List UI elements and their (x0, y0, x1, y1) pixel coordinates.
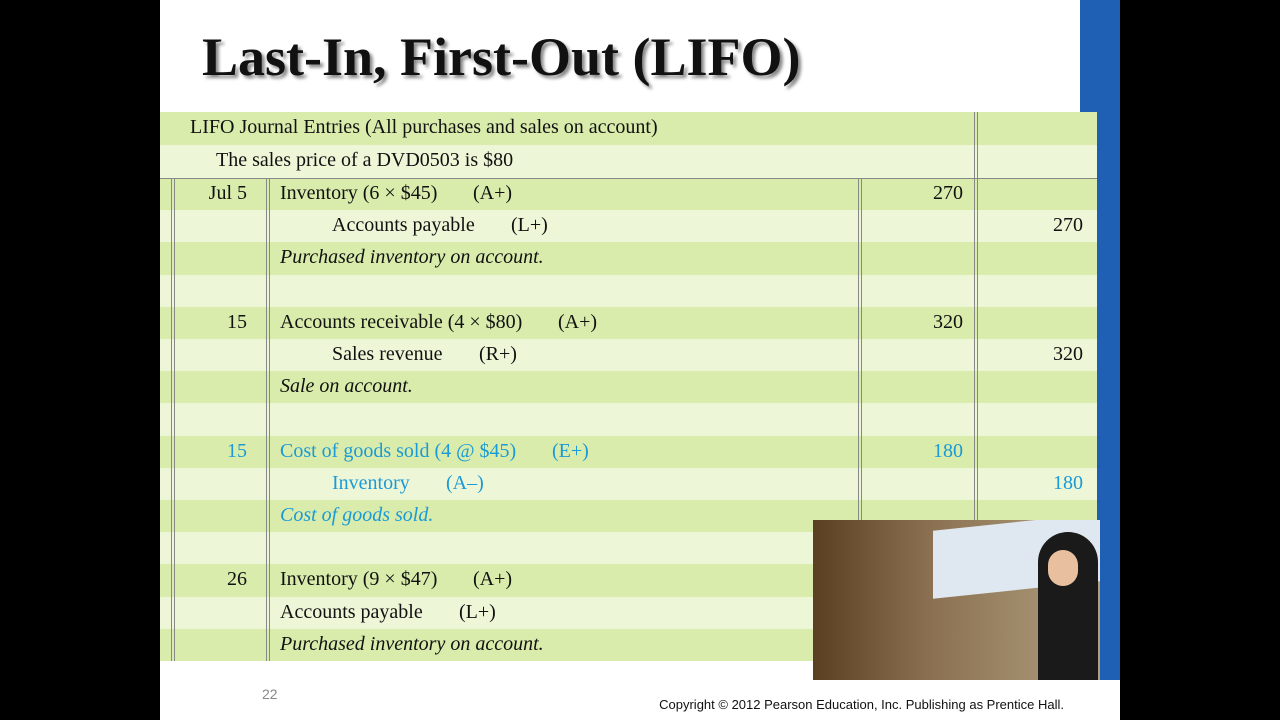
account: Inventory (6 × $45) (280, 182, 438, 204)
table-row (160, 403, 1097, 436)
table-row: Sale on account. (160, 371, 1097, 404)
credit-amount: 270 (1053, 214, 1083, 237)
heading-text: The sales price of a DVD0503 is $80 (216, 149, 514, 171)
rule (974, 112, 975, 661)
entry-date: Jul 5 (208, 182, 247, 204)
debit-amount: 270 (933, 182, 963, 204)
account: Sales revenue (332, 343, 443, 365)
rule (858, 178, 859, 661)
entry-date: 15 (227, 310, 247, 333)
rule (160, 178, 1097, 179)
account-tag: (A+) (473, 568, 513, 591)
entry-date: 26 (227, 568, 247, 591)
account-tag: (R+) (479, 343, 517, 365)
table-row: LIFO Journal Entries (All purchases and … (160, 112, 1097, 145)
explanation: Purchased inventory on account. (280, 246, 544, 269)
account: Accounts payable (332, 214, 475, 237)
account-tag: (L+) (459, 600, 496, 623)
copyright: Copyright © 2012 Pearson Education, Inc.… (659, 697, 1064, 712)
page-number: 22 (262, 686, 278, 702)
account-tag: (L+) (511, 214, 548, 237)
account-tag: (A+) (558, 310, 598, 333)
slide-title: Last-In, First-Out (LIFO) (202, 27, 801, 87)
table-row: Sales revenue (R+) 320 (160, 339, 1097, 372)
explanation: Cost of goods sold. (280, 504, 434, 526)
heading-text: LIFO Journal Entries (All purchases and … (190, 116, 658, 138)
table-row (160, 274, 1097, 307)
explanation: Sale on account. (280, 375, 413, 398)
explanation: Purchased inventory on account. (280, 632, 544, 655)
table-row: The sales price of a DVD0503 is $80 (160, 145, 1097, 178)
rule (977, 112, 978, 661)
slide: Last-In, First-Out (LIFO) LIFO Journal E… (160, 0, 1120, 720)
account: Accounts receivable (4 × $80) (280, 310, 523, 333)
table-row: 15 Cost of goods sold (4 @ $45) (E+) 180 (160, 435, 1097, 468)
table-row: Inventory (A–) 180 (160, 467, 1097, 500)
account-tag: (A–) (446, 471, 484, 494)
rule (269, 178, 270, 661)
table-row: Purchased inventory on account. (160, 242, 1097, 275)
rule (174, 178, 175, 661)
table-row: Accounts payable (L+) 270 (160, 210, 1097, 243)
account-tag: (A+) (473, 182, 513, 204)
account: Accounts payable (280, 600, 423, 623)
credit-amount: 180 (1053, 471, 1083, 494)
account: Inventory (332, 471, 410, 494)
entry-date: 15 (227, 439, 247, 462)
table-row: Jul 5 Inventory (6 × $45) (A+) 270 (160, 178, 1097, 211)
rule (266, 178, 267, 661)
account: Inventory (9 × $47) (280, 568, 438, 591)
credit-amount: 320 (1053, 343, 1083, 365)
debit-amount: 180 (933, 439, 963, 462)
webcam-overlay (813, 520, 1100, 680)
account: Cost of goods sold (4 @ $45) (280, 439, 517, 462)
rule (861, 178, 862, 661)
webcam-face (1048, 550, 1078, 586)
debit-amount: 320 (933, 310, 963, 333)
account-tag: (E+) (552, 439, 589, 462)
table-row: 15 Accounts receivable (4 × $80) (A+) 320 (160, 306, 1097, 339)
rule (171, 178, 172, 661)
